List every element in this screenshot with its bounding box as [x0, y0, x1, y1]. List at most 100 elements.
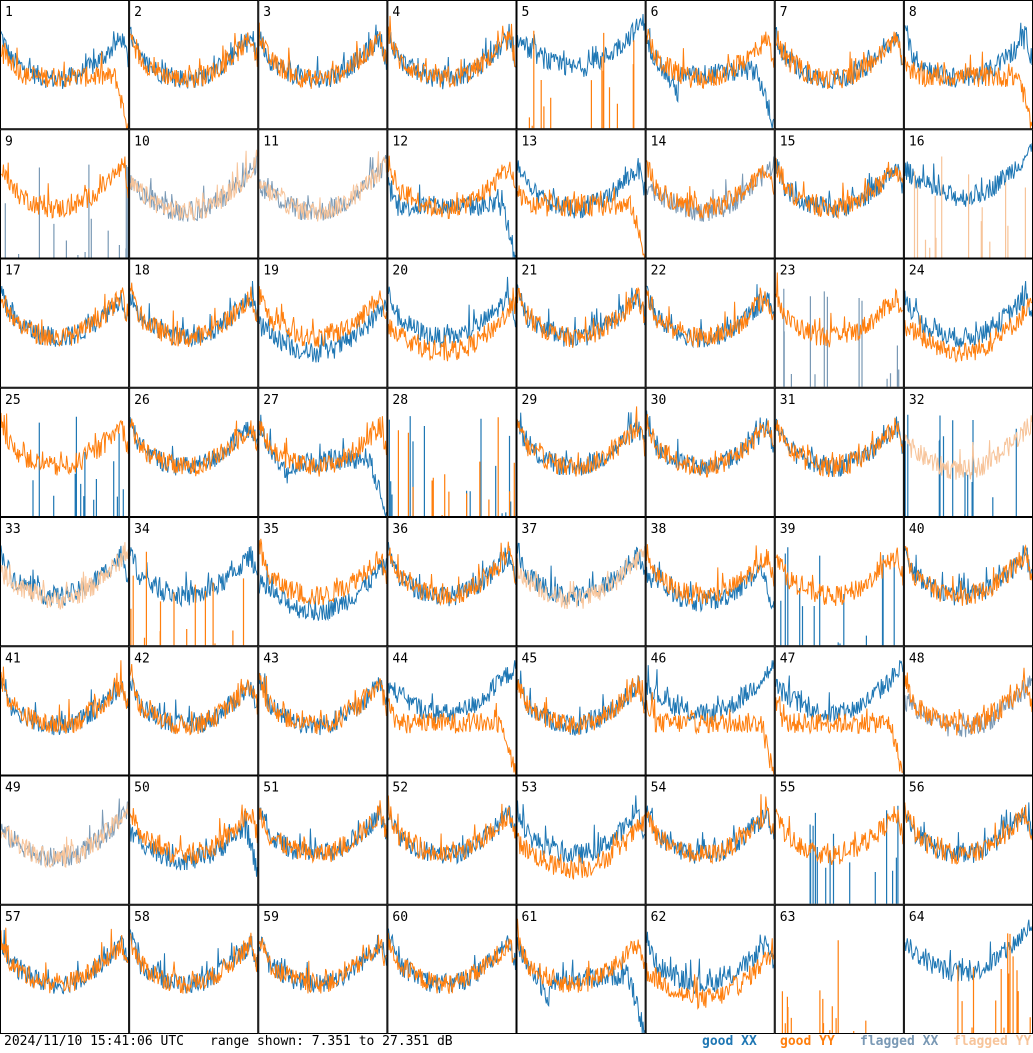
- panel-label: 14: [651, 134, 667, 149]
- range-text: range shown: 7.351 to 27.351 dB: [210, 1034, 453, 1049]
- panel-43: 43: [258, 646, 388, 776]
- panel-border: [387, 904, 517, 1034]
- panel-label: 10: [134, 134, 150, 149]
- series-yy: [646, 414, 775, 478]
- panel-border: [258, 129, 388, 259]
- panel-label: 23: [780, 264, 796, 279]
- panel-54: 54: [645, 775, 775, 905]
- series-xx: [517, 795, 646, 864]
- panel-border: [129, 0, 259, 130]
- series-yy: [646, 160, 775, 219]
- series-yy: [258, 416, 387, 477]
- panel-19: 19: [258, 258, 388, 388]
- series-xx: [129, 26, 258, 89]
- panel-46: 46: [645, 646, 775, 776]
- series-xx: [387, 805, 516, 865]
- legend-good-yy: good YY: [780, 1034, 835, 1049]
- panel-20: 20: [387, 258, 517, 388]
- panel-label: 4: [392, 5, 400, 20]
- series-xx: [517, 13, 646, 77]
- panel-17: 17: [0, 258, 130, 388]
- series-yy: [258, 538, 387, 606]
- series-xx-spikes: [388, 416, 512, 516]
- series-yy: [646, 794, 775, 865]
- panel-35: 35: [258, 517, 388, 647]
- series-yy: [0, 660, 129, 734]
- panel-label: 30: [651, 393, 667, 408]
- panel-border: [0, 517, 130, 647]
- panel-15: 15: [774, 129, 904, 259]
- panel-label: 6: [651, 5, 659, 20]
- series-yy: [387, 698, 516, 775]
- panel-border: [516, 387, 646, 517]
- panel-border: [0, 258, 130, 388]
- panel-16: 16: [903, 129, 1033, 259]
- panel-border: [258, 387, 388, 517]
- panel-border: [387, 387, 517, 517]
- panel-border: [129, 387, 259, 517]
- panel-label: 61: [522, 910, 538, 925]
- panel-border: [258, 258, 388, 388]
- panel-label: 49: [5, 781, 21, 796]
- panel-border: [387, 517, 517, 647]
- panel-border: [258, 904, 388, 1034]
- panel-9: 9: [0, 129, 130, 259]
- panel-border: [0, 387, 130, 517]
- panel-border: [774, 129, 904, 259]
- series-yy: [0, 287, 129, 347]
- series-xx-spikes: [780, 547, 895, 646]
- panel-2: 2: [129, 0, 259, 130]
- panel-border: [516, 904, 646, 1034]
- panel-border: [258, 775, 388, 905]
- panel-49: 49: [0, 775, 130, 905]
- panel-border: [774, 517, 904, 647]
- panel-label: 15: [780, 134, 796, 149]
- panel-label: 48: [909, 651, 925, 666]
- series-yy-spikes: [130, 551, 245, 646]
- series-yy: [775, 696, 904, 773]
- panel-29: 29: [516, 387, 646, 517]
- series-yy: [387, 287, 516, 362]
- panel-36: 36: [387, 517, 517, 647]
- panel-border: [516, 129, 646, 259]
- series-yy-spikes: [957, 933, 1031, 1033]
- panel-64: 64: [903, 904, 1033, 1034]
- timestamp: 2024/11/10 15:41:06 UTC: [4, 1034, 185, 1049]
- panel-border: [645, 0, 775, 130]
- panel-border: [0, 775, 130, 905]
- panel-border: [0, 129, 130, 259]
- panel-border: [258, 646, 388, 776]
- series-yy: [130, 32, 258, 88]
- panel-label: 50: [134, 781, 150, 796]
- panel-26: 26: [129, 387, 259, 517]
- panel-label: 59: [263, 910, 279, 925]
- panel-label: 54: [651, 781, 667, 796]
- series-yy: [387, 795, 516, 863]
- series-yy: [904, 297, 1033, 364]
- series-yy: [0, 156, 129, 219]
- series-xx: [387, 177, 516, 258]
- panel-5: 5: [516, 0, 646, 130]
- series-xx: [258, 673, 387, 736]
- panel-11: 11: [258, 129, 388, 259]
- panel-border: [774, 646, 904, 776]
- panel-label: 2: [134, 5, 142, 20]
- series-xx-spikes: [4, 164, 129, 258]
- series-yy: [775, 272, 903, 348]
- series-xx: [904, 919, 1033, 982]
- panel-border: [129, 258, 259, 388]
- series-xx: [646, 660, 775, 724]
- series-yy: [258, 22, 387, 89]
- panel-42: 42: [129, 646, 259, 776]
- panel-52: 52: [387, 775, 517, 905]
- series-xx: [646, 561, 775, 613]
- series-yy: [129, 149, 258, 222]
- panel-37: 37: [516, 517, 646, 647]
- panel-label: 47: [780, 651, 796, 666]
- panel-label: 57: [5, 910, 21, 925]
- series-yy: [646, 938, 775, 1010]
- panel-border: [387, 0, 517, 130]
- panel-label: 43: [263, 651, 279, 666]
- series-xx: [517, 937, 646, 1034]
